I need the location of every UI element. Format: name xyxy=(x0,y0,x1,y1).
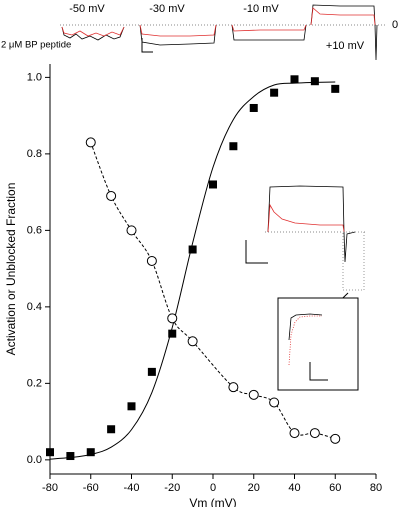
circle-marker xyxy=(248,389,259,400)
x-tick-label: 20 xyxy=(248,482,260,494)
square-marker xyxy=(209,180,217,189)
inset-traces xyxy=(245,185,365,391)
trace xyxy=(288,313,323,341)
x-tick-label: -20 xyxy=(164,482,180,494)
circle-marker xyxy=(106,190,117,201)
y-tick-label: 0.0 xyxy=(27,454,42,466)
trace-label: -30 mV xyxy=(149,3,185,15)
zoom-region xyxy=(342,231,365,291)
trace xyxy=(267,185,356,263)
trace xyxy=(288,315,322,366)
circle-marker xyxy=(146,255,157,266)
circle-marker xyxy=(85,137,96,148)
square-marker xyxy=(86,448,95,457)
x-tick-label: -60 xyxy=(83,482,99,494)
circle-marker xyxy=(269,397,280,408)
square-marker xyxy=(270,88,279,97)
y-tick-label: 0.2 xyxy=(27,377,42,389)
trace-label: -10 mV xyxy=(243,3,279,15)
x-tick-label: -40 xyxy=(124,482,140,494)
trace xyxy=(310,7,376,26)
square-marker xyxy=(310,77,319,86)
x-tick-label: 40 xyxy=(288,482,300,494)
y-tick-label: 0.8 xyxy=(27,148,42,160)
x-tick-label: 80 xyxy=(370,482,382,494)
scale-bar xyxy=(245,240,268,264)
condition-label: 2 μM BP peptide xyxy=(1,40,71,51)
circle-marker xyxy=(126,225,137,236)
circle-marker xyxy=(187,336,198,347)
square-marker xyxy=(331,84,340,93)
square-marker xyxy=(127,402,136,411)
square-marker xyxy=(290,75,299,84)
scale-bar xyxy=(141,38,153,53)
scale-bar xyxy=(309,362,328,381)
trace-label: +10 mV xyxy=(326,40,365,52)
zoom-inset xyxy=(277,297,359,391)
x-tick-label: 60 xyxy=(329,482,341,494)
trace xyxy=(310,4,378,61)
series-line xyxy=(49,81,336,460)
trace xyxy=(61,26,125,41)
trace xyxy=(231,24,307,41)
circle-marker xyxy=(309,428,320,439)
square-marker xyxy=(147,367,156,376)
square-marker xyxy=(168,329,177,338)
square-marker xyxy=(249,103,258,112)
y-tick-label: 0.6 xyxy=(27,224,42,236)
square-marker xyxy=(229,142,238,151)
y-tick-label: 0.4 xyxy=(27,301,42,313)
circle-marker xyxy=(289,428,300,439)
x-tick-label: 0 xyxy=(210,482,216,494)
trace xyxy=(61,26,125,37)
x-tick-label: -80 xyxy=(42,482,58,494)
y-tick-label: 1.0 xyxy=(27,71,42,83)
circle-marker xyxy=(167,313,178,324)
trace xyxy=(139,24,217,37)
square-marker xyxy=(107,425,116,434)
circle-marker xyxy=(228,382,239,393)
square-marker xyxy=(188,245,197,254)
top-traces xyxy=(60,4,385,61)
trace xyxy=(267,203,345,233)
y-axis-label: Activation or Unblocked Fraction xyxy=(4,183,18,356)
circle-marker xyxy=(330,433,341,444)
square-marker xyxy=(46,448,54,457)
trace-label: 0 xyxy=(392,19,398,31)
square-marker xyxy=(66,452,75,461)
x-axis-label: Vm (mV) xyxy=(189,496,236,507)
trace xyxy=(231,24,307,32)
trace-label: -50 mV xyxy=(69,3,105,15)
